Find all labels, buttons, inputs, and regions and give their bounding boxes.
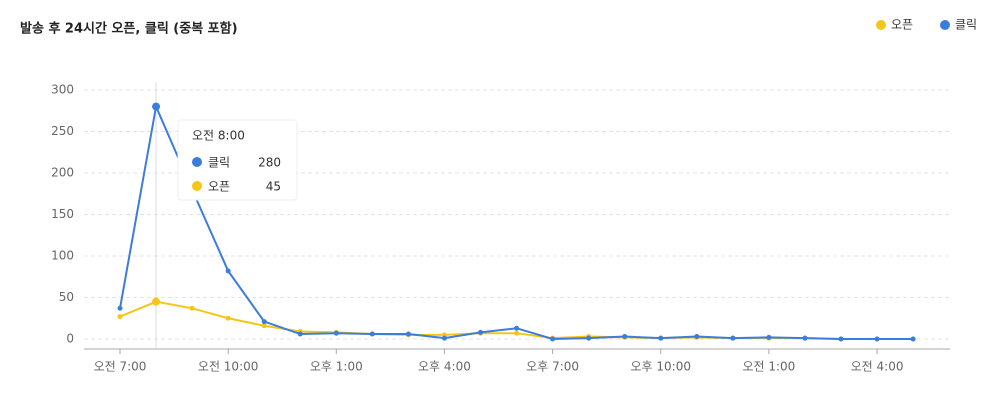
legend-label: 오픈 [891, 18, 913, 32]
y-tick-label: 200 [51, 166, 74, 180]
legend-marker [940, 20, 950, 30]
data-point [297, 331, 303, 337]
chart-title: 발송 후 24시간 오픈, 클릭 (중복 포함) [20, 21, 238, 37]
data-point [514, 325, 520, 331]
tooltip: 오전 8:00 클릭 280 오픈 45 [177, 119, 298, 201]
y-tick-label: 150 [51, 207, 74, 221]
y-tick-label: 300 [51, 83, 74, 97]
x-tick-label: 오전 7:00 [94, 360, 147, 374]
data-point [874, 336, 880, 342]
y-tick-label: 50 [59, 290, 74, 304]
tooltip-title: 오전 8:00 [192, 129, 245, 143]
legend-marker [876, 20, 886, 30]
data-point [333, 330, 339, 336]
data-point [730, 335, 736, 341]
y-tick-label: 0 [66, 332, 74, 346]
x-tick-label: 오후 7:00 [526, 360, 579, 374]
tooltip-name: 클릭 [208, 156, 230, 170]
data-point [152, 102, 161, 111]
data-point [694, 334, 700, 340]
data-point [117, 305, 123, 311]
legend-label: 클릭 [955, 18, 977, 32]
data-point [586, 335, 592, 341]
data-point [369, 331, 375, 337]
data-point [658, 335, 664, 341]
data-point [550, 336, 556, 342]
data-point [117, 314, 123, 320]
tooltip-name: 오픈 [208, 180, 230, 194]
x-tick-label: 오전 4:00 [851, 360, 904, 374]
data-point [622, 334, 628, 340]
data-point [261, 319, 267, 325]
data-point [441, 335, 447, 341]
data-point [225, 268, 231, 274]
y-tick-label: 100 [51, 249, 74, 263]
data-point [225, 315, 231, 321]
tooltip-marker [192, 157, 202, 167]
data-point [766, 334, 772, 340]
data-point [261, 323, 267, 329]
tooltip-value: 280 [258, 156, 281, 170]
tooltip-value: 45 [266, 180, 281, 194]
data-point [838, 336, 844, 342]
tooltip-marker [192, 181, 202, 191]
x-tick-label: 오후 10:00 [631, 360, 691, 374]
x-tick-label: 오후 4:00 [418, 360, 471, 374]
data-point [478, 329, 483, 335]
data-point [405, 331, 411, 337]
tooltip-box [177, 119, 298, 201]
data-point [910, 336, 916, 342]
x-tick-label: 오전 1:00 [742, 360, 795, 374]
x-tick-label: 오후 1:00 [310, 360, 363, 374]
data-point [802, 335, 808, 341]
y-tick-label: 250 [51, 124, 74, 138]
data-point [152, 297, 161, 306]
data-point [514, 330, 520, 336]
x-tick-label: 오전 10:00 [198, 360, 258, 374]
data-point [189, 305, 195, 311]
